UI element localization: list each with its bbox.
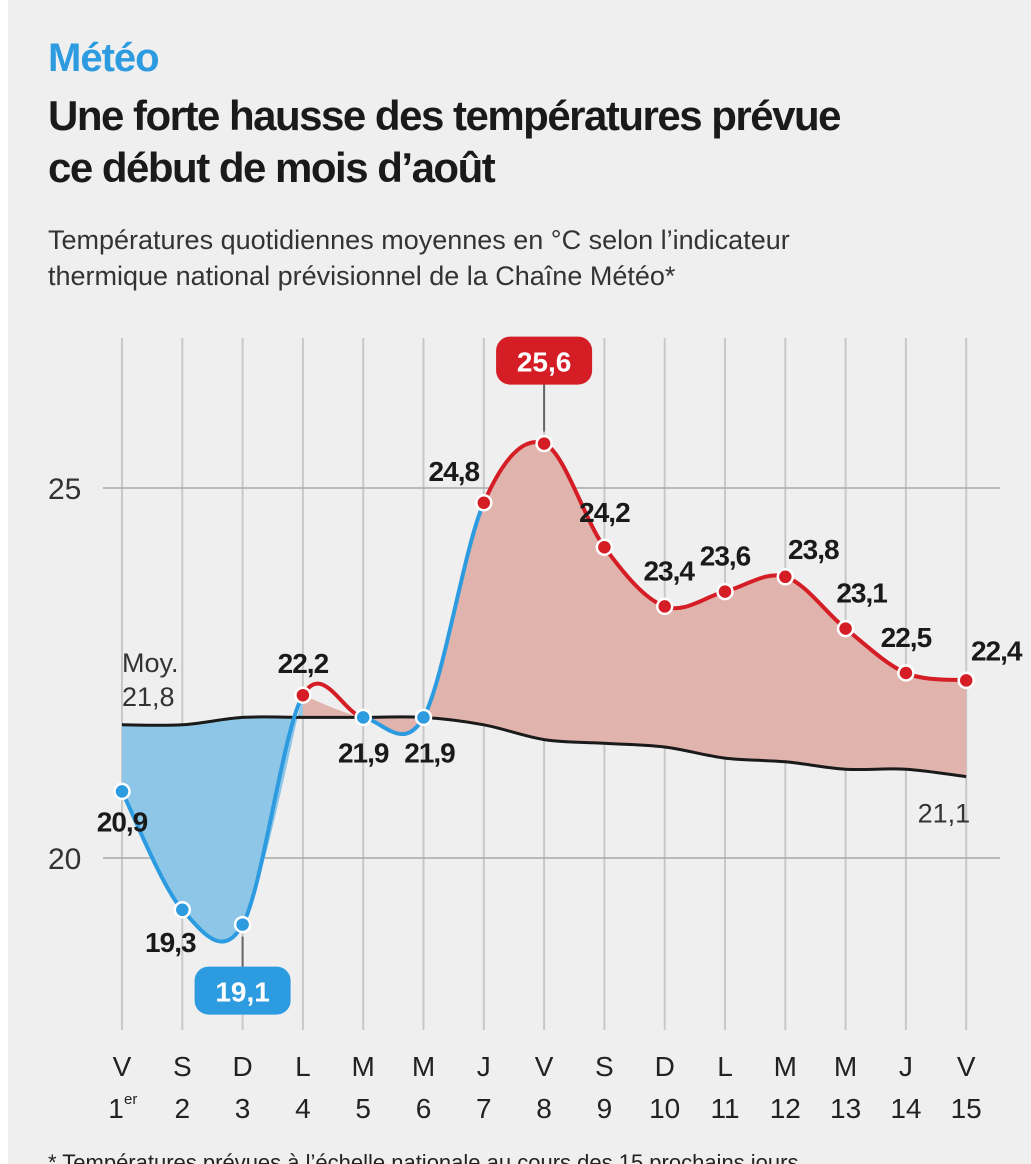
- y-tick-label: 20: [48, 843, 81, 876]
- data-label: 23,1: [836, 578, 887, 609]
- below-normal-area: [122, 695, 303, 942]
- x-tick-date: 6: [416, 1093, 432, 1124]
- x-tick-date: 15: [951, 1093, 982, 1124]
- x-tick-date: 8: [536, 1093, 552, 1124]
- forecast-line-segment: [361, 500, 486, 736]
- x-tick-weekday: V: [535, 1051, 554, 1082]
- chart-subtitle: Températures quotidiennes moyennes en °C…: [48, 222, 988, 294]
- x-tick-weekday: J: [899, 1051, 913, 1082]
- footnote: * Températures prévues à l’échelle natio…: [48, 1150, 799, 1164]
- data-point: [957, 671, 975, 690]
- x-tick-date: 3: [235, 1093, 251, 1124]
- normal-line: [121, 715, 967, 779]
- data-point: [475, 494, 493, 512]
- x-tick-date: 5: [355, 1093, 371, 1124]
- normal-start-label: 21,8: [122, 682, 175, 712]
- x-tick-weekday: L: [717, 1051, 733, 1082]
- x-tick-weekday: S: [173, 1051, 192, 1082]
- subtitle-line-1: Températures quotidiennes moyennes en °C…: [48, 225, 790, 255]
- x-tick-weekday: M: [774, 1051, 797, 1082]
- data-point: [776, 568, 795, 586]
- x-tick-weekday: D: [232, 1051, 252, 1082]
- subtitle-line-2: thermique national prévisionnel de la Ch…: [48, 261, 676, 291]
- title-line-2: ce début de mois d’août: [48, 144, 496, 191]
- x-tick-date: 2: [175, 1093, 191, 1124]
- x-tick-date: 11: [710, 1093, 739, 1124]
- normal-end-label: 21,1: [918, 799, 971, 829]
- x-tick-date: 13: [830, 1093, 861, 1124]
- x-tick-weekday: V: [113, 1051, 132, 1082]
- kicker: Météo: [48, 36, 160, 80]
- x-tick-weekday: J: [477, 1051, 491, 1082]
- x-tick-date: 12: [770, 1093, 801, 1124]
- x-tick-date: 4: [295, 1093, 311, 1124]
- x-tick-weekday: D: [655, 1051, 675, 1082]
- x-tick-weekday: M: [352, 1051, 375, 1082]
- data-point: [897, 664, 915, 682]
- x-tick-date: 1: [108, 1093, 124, 1124]
- forecast-line-segment: [120, 693, 305, 944]
- max-value-badge: [496, 336, 593, 385]
- data-label: 22,5: [881, 622, 932, 653]
- data-point: [535, 434, 553, 453]
- x-tick-weekday: S: [595, 1051, 614, 1082]
- data-point: [595, 538, 614, 556]
- title-line-1: Une forte hausse des températures prévue: [48, 92, 841, 139]
- x-tick-weekday: M: [834, 1051, 857, 1082]
- data-label: 21,9: [404, 737, 455, 768]
- forecast-line-segment: [481, 440, 969, 683]
- min-value-badge: [194, 966, 291, 1015]
- chart-title: Une forte hausse des températures prévue…: [48, 90, 988, 194]
- x-tick-weekday: V: [957, 1051, 976, 1082]
- x-tick-date: 14: [890, 1093, 921, 1124]
- data-point: [836, 619, 855, 638]
- data-point: [716, 582, 734, 601]
- data-point: [294, 686, 312, 704]
- data-label: 25,6: [517, 347, 572, 378]
- normal-label: Moy.: [122, 648, 179, 678]
- data-label: 20,9: [97, 806, 148, 837]
- y-tick-label: 25: [48, 473, 81, 506]
- data-label: 23,8: [788, 534, 839, 565]
- data-point: [173, 901, 192, 919]
- data-label: 19,1: [215, 977, 270, 1008]
- above-normal-area: [302, 442, 967, 777]
- data-label: 24,8: [429, 456, 480, 487]
- data-label: 19,3: [145, 927, 196, 958]
- data-point: [233, 915, 252, 934]
- x-tick-weekday: L: [295, 1051, 311, 1082]
- x-tick-date: 10: [649, 1093, 680, 1124]
- x-tick-date: 7: [476, 1093, 492, 1124]
- data-label: 21,9: [338, 737, 389, 768]
- data-label: 22,4: [971, 635, 1023, 666]
- data-point: [354, 708, 372, 727]
- x-tick-date-sup: er: [124, 1091, 137, 1108]
- data-label: 22,2: [278, 648, 329, 679]
- infographic-card: Météo Une forte hausse des températures …: [8, 0, 1031, 1164]
- x-tick-weekday: M: [412, 1051, 435, 1082]
- data-label: 23,6: [700, 541, 751, 572]
- data-label: 23,4: [643, 555, 695, 586]
- data-point: [655, 597, 674, 616]
- data-point: [113, 782, 131, 801]
- data-label: 24,2: [579, 497, 630, 528]
- x-tick-date: 9: [597, 1093, 613, 1124]
- data-point: [414, 708, 433, 727]
